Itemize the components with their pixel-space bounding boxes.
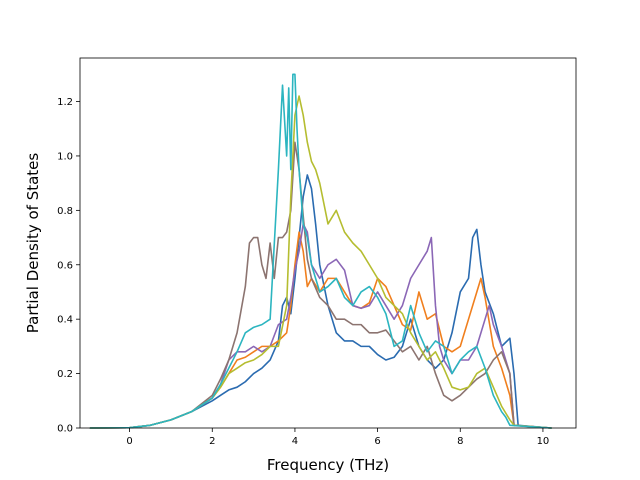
series-layer [89,73,552,429]
y-tick-label: 0.0 [57,424,73,435]
x-axis-label: Frequency (THz) [267,456,389,474]
series-line-6 [89,73,552,429]
y-tick-label: 0.4 [57,315,73,326]
series-line-3 [89,223,552,429]
x-tick-label: 2 [209,436,215,447]
series-line-2 [89,231,552,429]
x-tick-label: 4 [292,436,298,447]
y-tick-label: 0.6 [57,260,73,271]
series-line-4 [89,141,552,429]
y-tick-label: 1.2 [57,97,73,108]
ticks-layer: 0 2 4 6 8 10 0.0 0.2 0.4 0.6 0.8 1.0 1.2 [57,97,549,447]
series-line-1 [89,174,552,429]
plot-area-frame [79,57,577,429]
x-tick-label: 8 [457,436,463,447]
y-tick-label: 1.0 [57,151,73,162]
y-tick-label: 0.2 [57,369,73,380]
y-tick-label: 0.8 [57,206,73,217]
y-axis-label: Partial Density of States [24,153,42,334]
x-tick-label: 10 [537,436,550,447]
x-tick-label: 0 [126,436,132,447]
x-tick-label: 6 [374,436,380,447]
series-line-5 [89,95,552,429]
